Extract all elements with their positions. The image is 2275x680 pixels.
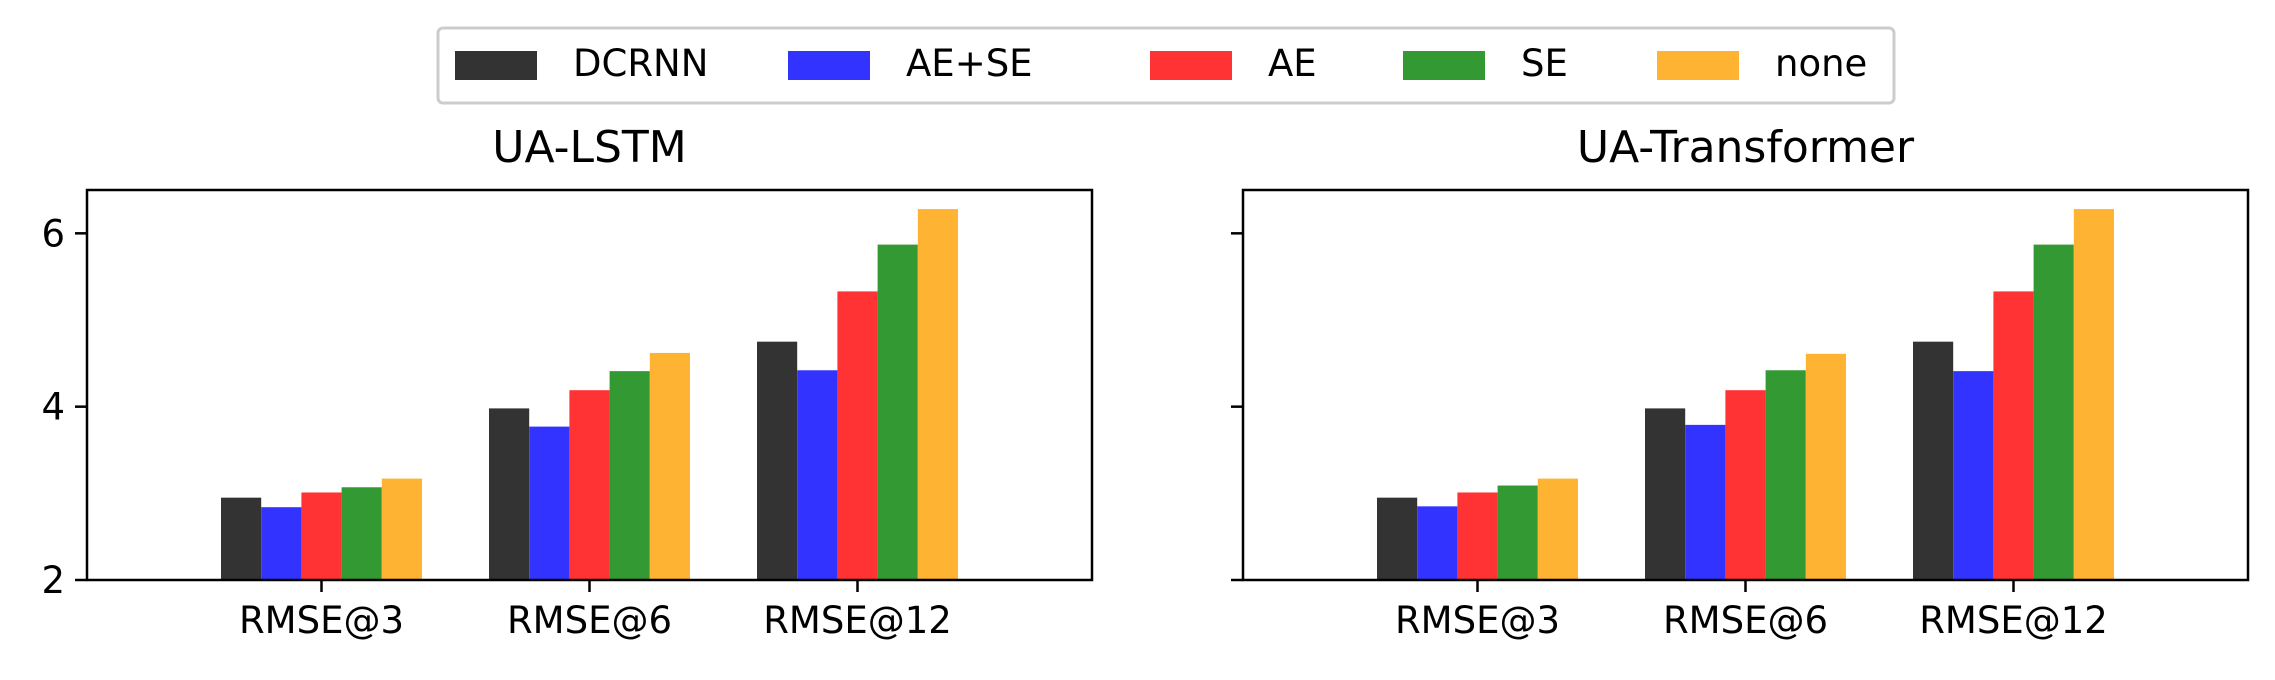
y-tick-label: 4: [41, 386, 65, 429]
bar-none-rmse-3: [381, 478, 422, 580]
legend-label-none: none: [1775, 42, 1867, 85]
x-tick-label-rmse-6: RMSE@6: [507, 599, 672, 642]
bar-ae-se-rmse-3: [261, 507, 302, 580]
bar-dcrnn-rmse-12: [757, 341, 798, 580]
bar-ae-rmse-12: [837, 291, 878, 580]
legend-swatch-se: [1403, 51, 1485, 80]
bar-none-rmse-6: [649, 352, 690, 580]
bar-ae-se-rmse-6: [529, 426, 570, 580]
bar-se-rmse-12: [2033, 244, 2074, 580]
legend-label-ae: AE: [1268, 42, 1317, 85]
bar-dcrnn-rmse-12: [1913, 341, 1954, 580]
chart-panel-ua-transformer: UA-Transformer RMSE@3 RMSE@6 RMSE@12: [1231, 122, 2250, 642]
chart-title: UA-LSTM: [492, 122, 687, 173]
legend-swatch-none: [1657, 51, 1739, 80]
x-tick-label-rmse-6: RMSE@6: [1663, 599, 1828, 642]
legend-swatch-dcrnn: [455, 51, 537, 80]
legend-label-ae-se: AE+SE: [906, 42, 1033, 85]
bar-se-rmse-3: [341, 487, 382, 580]
bar-none-rmse-12: [2073, 209, 2114, 581]
bar-none-rmse-6: [1805, 353, 1846, 580]
legend-label-dcrnn: DCRNN: [573, 42, 708, 85]
bar-dcrnn-rmse-6: [1645, 408, 1686, 580]
bar-se-rmse-6: [609, 371, 650, 580]
bar-dcrnn-rmse-3: [1377, 497, 1418, 580]
x-tick-label-rmse-3: RMSE@3: [1395, 599, 1560, 642]
bar-ae-rmse-3: [301, 492, 342, 580]
bar-none-rmse-3: [1537, 478, 1578, 580]
bar-ae-rmse-12: [1993, 291, 2034, 580]
chart-title: UA-Transformer: [1577, 122, 1915, 173]
legend-swatch-ae-se: [788, 51, 870, 80]
chart-panel-ua-lstm: UA-LSTM 2 4 6 RMSE@3 RMSE@6 RMSE@12: [41, 122, 1094, 642]
legend: DCRNN AE+SE AE SE none: [436, 26, 1896, 105]
x-tick-label-rmse-12: RMSE@12: [763, 599, 952, 642]
bar-ae-rmse-6: [1725, 390, 1766, 580]
x-tick-label-rmse-12: RMSE@12: [1919, 599, 2108, 642]
bar-dcrnn-rmse-6: [489, 408, 530, 580]
bar-se-rmse-6: [1765, 370, 1806, 580]
y-tick-label: 6: [41, 212, 65, 255]
bar-ae-se-rmse-3: [1417, 506, 1458, 580]
x-tick-label-rmse-3: RMSE@3: [239, 599, 404, 642]
legend-label-se: SE: [1521, 42, 1568, 85]
legend-swatch-ae: [1150, 51, 1232, 80]
bar-se-rmse-12: [877, 244, 918, 580]
bar-ae-se-rmse-12: [1953, 371, 1994, 580]
bar-ae-rmse-3: [1457, 492, 1498, 580]
y-tick-label: 2: [41, 559, 65, 602]
bar-ae-se-rmse-12: [797, 370, 838, 580]
bar-se-rmse-3: [1497, 485, 1538, 580]
bar-none-rmse-12: [917, 209, 958, 581]
bar-ae-se-rmse-6: [1685, 424, 1726, 580]
bar-dcrnn-rmse-3: [221, 497, 262, 580]
bar-ae-rmse-6: [569, 390, 610, 580]
